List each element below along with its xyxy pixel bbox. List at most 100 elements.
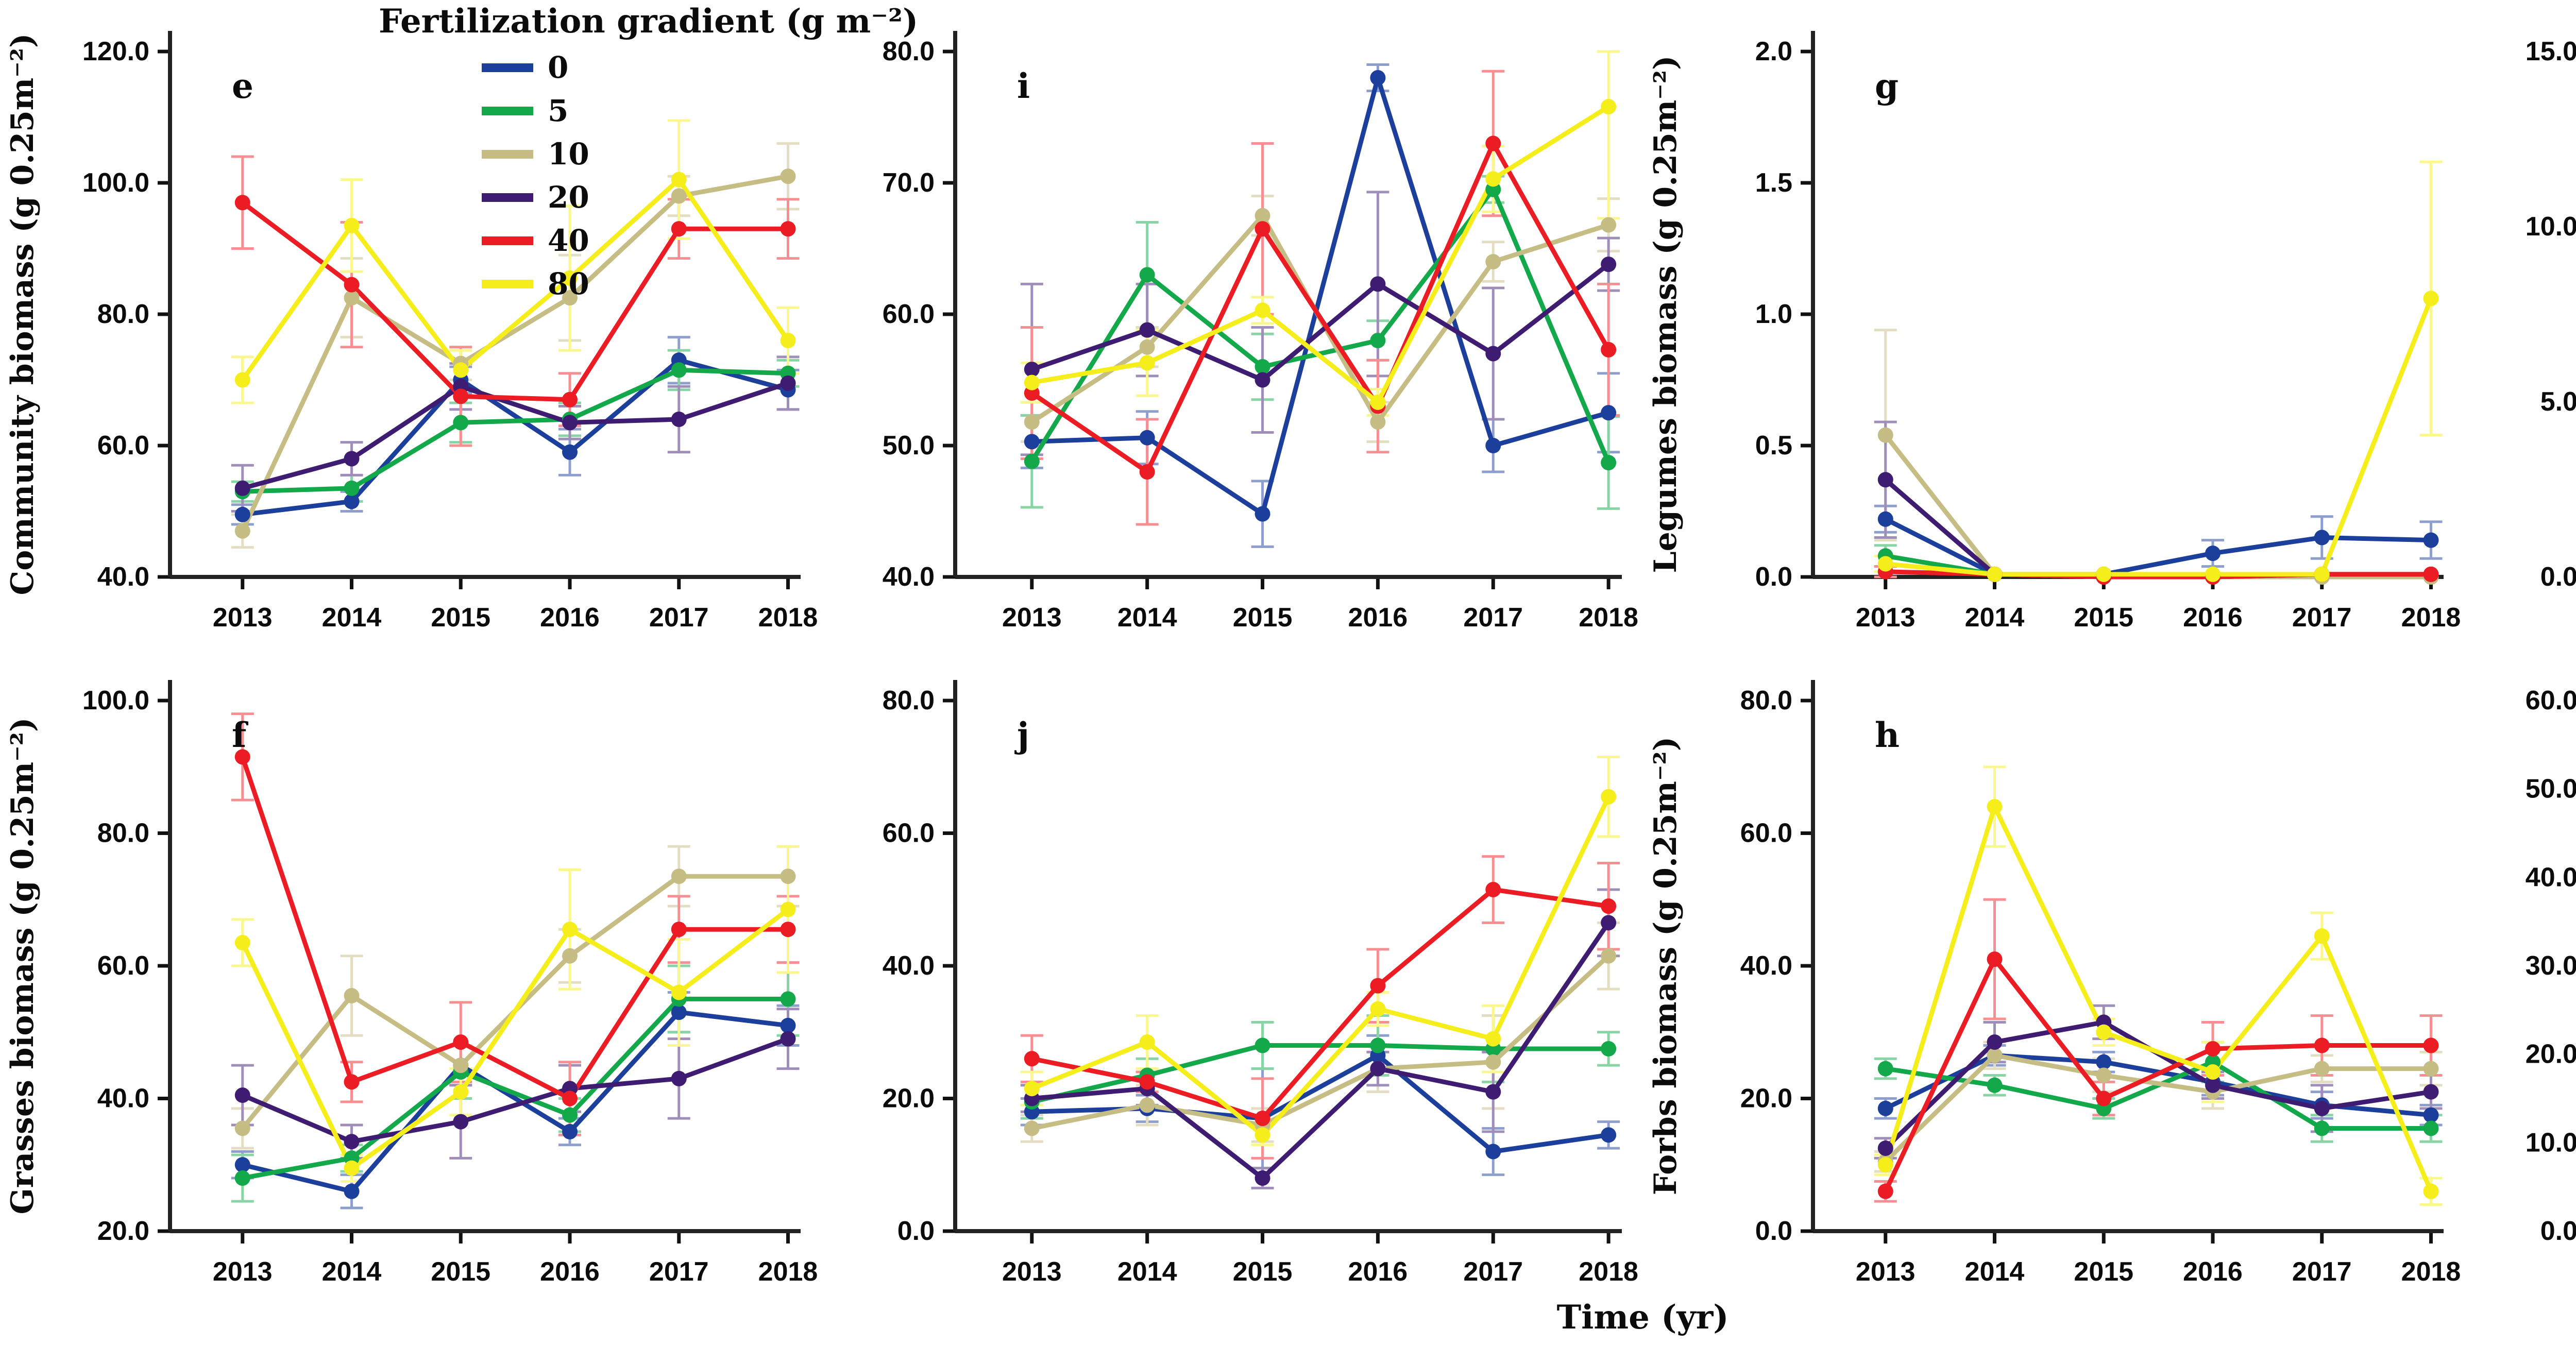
legend-swatch-0 <box>482 63 533 72</box>
svg-text:2013: 2013 <box>1002 1257 1062 1287</box>
svg-text:5.0: 5.0 <box>2540 387 2576 417</box>
panel-h: 0.0 20.0 40.0 60.0 80.0 2013 2014 2015 2016 2017 2… <box>1643 670 2464 1314</box>
legend-label-5: 5 <box>548 93 569 128</box>
svg-text:20.0: 20.0 <box>2526 1040 2576 1069</box>
panel-e-svg: 40.0 60.0 80.0 100.0 120.0 2013 2014 2015 2016 20… <box>5 31 818 633</box>
legend-label-10: 10 <box>548 137 589 172</box>
x-axis-title: Time (yr) <box>1556 1298 1729 1337</box>
svg-text:0.0: 0.0 <box>1755 562 1792 592</box>
panel-j-svg: 0.0 20.0 40.0 60.0 80.0 2013 2014 2015 2016 2017 2… <box>883 680 1638 1287</box>
svg-text:20.0: 20.0 <box>97 1216 149 1246</box>
svg-text:2.0: 2.0 <box>1755 37 1792 66</box>
panel-e-series-20-line <box>240 381 791 491</box>
legend-entry-10: 10 <box>482 132 918 176</box>
svg-text:50.0: 50.0 <box>883 431 935 461</box>
panel-letter-g: g <box>1875 66 1899 106</box>
panel-j-series-40-line <box>1029 887 1611 1121</box>
svg-text:2016: 2016 <box>2183 1257 2243 1287</box>
panel-g: 0.0 0.5 1.0 1.5 2.0 2013 2014 2015 2016 2017 2018 g… <box>1643 0 2464 659</box>
panel-h-series-80-line <box>1883 804 2434 1194</box>
svg-text:15.0: 15.0 <box>2526 37 2576 66</box>
svg-text:2018: 2018 <box>1579 603 1638 633</box>
legend-label-20: 20 <box>548 180 589 215</box>
svg-text:40.0: 40.0 <box>883 562 935 592</box>
panel-g-series-80-line <box>1883 296 2434 577</box>
svg-text:2013: 2013 <box>213 1257 273 1287</box>
svg-text:60.0: 60.0 <box>883 819 935 848</box>
svg-text:2018: 2018 <box>2401 603 2461 633</box>
panel-letter-f: f <box>232 715 248 755</box>
svg-text:2014: 2014 <box>1965 1257 2025 1287</box>
svg-text:2017: 2017 <box>649 603 709 633</box>
svg-text:0.0: 0.0 <box>1755 1216 1792 1246</box>
panel-i-series-40-line <box>1029 141 1611 474</box>
panel-k: 0.05.010.015.0201320142015201620172018k <box>2464 0 2576 659</box>
legend-label-0: 0 <box>548 50 569 85</box>
svg-text:2014: 2014 <box>1965 603 2025 633</box>
panel-j-series-20-line <box>1029 920 1611 1181</box>
svg-text:2018: 2018 <box>758 603 818 633</box>
panel-k-svg: 0.05.010.015.0201320142015201620172018k <box>2526 37 2576 592</box>
panel-h-svg: 0.0 20.0 40.0 60.0 80.0 2013 2014 2015 2016 2017 2… <box>1648 680 2461 1287</box>
panel-f-svg: 20.0 40.0 60.0 80.0 100.0 2013 2014 2015 2016 201… <box>5 680 818 1287</box>
panel-f-series-20-line <box>240 1036 791 1144</box>
panel-j-series-10-line <box>1029 953 1611 1131</box>
panel-f-series-80-line <box>240 907 791 1171</box>
svg-text:0.0: 0.0 <box>2540 562 2576 592</box>
panel-f-series-5-line <box>240 996 791 1181</box>
svg-text:100.0: 100.0 <box>82 686 149 715</box>
svg-text:40.0: 40.0 <box>97 562 149 592</box>
svg-text:2014: 2014 <box>322 603 382 633</box>
panel-e-series-0-line <box>240 357 791 517</box>
svg-text:80.0: 80.0 <box>883 686 935 715</box>
svg-text:2015: 2015 <box>1233 603 1293 633</box>
panel-i: 40.0 50.0 60.0 70.0 80.0 2013 2014 2015 2016 2017… <box>821 0 1642 659</box>
svg-text:20.0: 20.0 <box>883 1084 935 1114</box>
panel-h-series-40-line <box>1883 957 2434 1194</box>
panel-f-series-40-line <box>240 754 791 1101</box>
panel-l: 0.010.020.030.040.050.060.02013201420152… <box>2464 670 2576 1314</box>
svg-text:80.0: 80.0 <box>1740 686 1792 715</box>
legend-label-80: 80 <box>548 266 589 301</box>
svg-text:2016: 2016 <box>1348 603 1408 633</box>
panel-e-series-80-line <box>240 177 791 382</box>
legend-entry-80: 80 <box>482 262 918 305</box>
svg-text:2018: 2018 <box>758 1257 818 1287</box>
panel-e-ylabel: Community biomass (g 0.25m⁻²) <box>5 33 41 595</box>
svg-text:1.0: 1.0 <box>1755 299 1792 329</box>
panel-g-svg: 0.0 0.5 1.0 1.5 2.0 2013 2014 2015 2016 2017 2018 g… <box>1648 31 2461 633</box>
svg-text:2013: 2013 <box>1002 603 1062 633</box>
legend-rows: 0 5 10 20 40 80 <box>482 46 918 305</box>
legend-swatch-40 <box>482 236 533 245</box>
panel-f-series-0-line <box>240 1010 791 1194</box>
svg-text:60.0: 60.0 <box>97 431 149 461</box>
panel-h-series-10-line <box>1883 1053 2434 1164</box>
svg-text:2018: 2018 <box>2401 1257 2461 1287</box>
svg-text:0.0: 0.0 <box>2540 1216 2576 1246</box>
svg-text:2013: 2013 <box>1856 603 1916 633</box>
panel-i-series-20-line <box>1029 262 1611 382</box>
svg-text:2016: 2016 <box>2183 603 2243 633</box>
legend-swatch-5 <box>482 106 533 115</box>
svg-text:0.0: 0.0 <box>897 1216 935 1246</box>
panel-f-ylabel: Grasses biomass (g 0.25m⁻²) <box>5 718 41 1215</box>
panel-h-ylabel: Forbs biomass (g 0.25m⁻²) <box>1648 737 1684 1195</box>
panel-g-series-0-line <box>1883 517 2434 577</box>
legend-label-40: 40 <box>548 223 589 258</box>
svg-text:2013: 2013 <box>1856 1257 1916 1287</box>
svg-text:40.0: 40.0 <box>1740 951 1792 981</box>
svg-text:2017: 2017 <box>2292 603 2352 633</box>
svg-text:2015: 2015 <box>2074 1257 2133 1287</box>
svg-text:60.0: 60.0 <box>883 299 935 329</box>
panel-e-series-5-line <box>240 367 791 494</box>
legend-swatch-20 <box>482 193 533 202</box>
svg-text:2017: 2017 <box>649 1257 709 1287</box>
panel-i-series-0-line <box>1029 75 1611 517</box>
legend-swatch-10 <box>482 149 533 159</box>
legend-entry-40: 40 <box>482 219 918 262</box>
panel-i-series-5-line <box>1029 187 1611 465</box>
svg-text:80.0: 80.0 <box>97 299 149 329</box>
legend-entry-5: 5 <box>482 89 918 132</box>
panel-e: 40.0 60.0 80.0 100.0 120.0 2013 2014 2015 2016 20… <box>0 0 821 659</box>
